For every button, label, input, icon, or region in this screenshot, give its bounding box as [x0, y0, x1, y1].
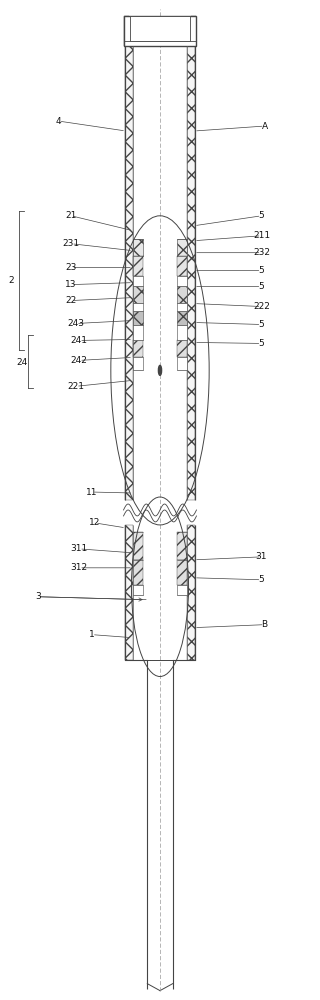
Bar: [178, 286, 187, 303]
Text: 5: 5: [259, 266, 264, 275]
Bar: [187, 46, 195, 500]
Text: 5: 5: [259, 320, 264, 329]
Text: 31: 31: [256, 552, 267, 561]
Text: 311: 311: [70, 544, 88, 553]
Text: 13: 13: [65, 280, 77, 289]
Text: 5: 5: [259, 575, 264, 584]
Bar: [124, 16, 129, 46]
Text: 231: 231: [63, 239, 80, 248]
Bar: [178, 532, 187, 560]
Text: 5: 5: [259, 339, 264, 348]
Bar: [125, 46, 133, 500]
Text: 1: 1: [89, 630, 95, 639]
Bar: [178, 357, 187, 370]
Bar: [133, 325, 142, 340]
Text: 242: 242: [71, 356, 88, 365]
Bar: [133, 256, 142, 276]
Text: 12: 12: [89, 518, 101, 527]
Bar: [187, 525, 195, 660]
Text: 11: 11: [86, 488, 98, 497]
Bar: [133, 532, 142, 560]
Bar: [133, 560, 142, 585]
Bar: [133, 585, 142, 595]
Text: 21: 21: [66, 211, 77, 220]
Bar: [133, 276, 142, 286]
Bar: [133, 357, 142, 370]
Bar: [178, 276, 187, 286]
Text: 24: 24: [16, 358, 28, 367]
Bar: [133, 303, 142, 311]
Text: 5: 5: [259, 282, 264, 291]
Text: 22: 22: [66, 296, 77, 305]
Bar: [124, 16, 196, 46]
Text: 232: 232: [253, 248, 270, 257]
Circle shape: [158, 365, 162, 375]
Bar: [178, 340, 187, 357]
Text: 241: 241: [71, 336, 88, 345]
Text: 4: 4: [56, 117, 61, 126]
Bar: [178, 311, 187, 325]
Bar: [133, 311, 142, 325]
Bar: [178, 585, 187, 595]
Bar: [178, 303, 187, 311]
Bar: [178, 325, 187, 340]
Bar: [191, 16, 196, 46]
Text: 221: 221: [68, 382, 84, 391]
Text: 312: 312: [70, 563, 88, 572]
Text: B: B: [262, 620, 268, 629]
Bar: [133, 340, 142, 357]
Bar: [178, 256, 187, 276]
Bar: [133, 239, 142, 256]
Bar: [125, 525, 133, 660]
Text: 23: 23: [66, 263, 77, 272]
Text: 3: 3: [35, 592, 41, 601]
Text: 2: 2: [8, 276, 14, 285]
Text: 211: 211: [253, 231, 270, 240]
Bar: [133, 286, 142, 303]
Bar: [130, 16, 190, 41]
Text: 243: 243: [68, 319, 84, 328]
Bar: [178, 560, 187, 585]
Text: 5: 5: [259, 211, 264, 220]
Text: 222: 222: [253, 302, 270, 311]
Text: A: A: [262, 122, 268, 131]
Bar: [178, 239, 187, 256]
